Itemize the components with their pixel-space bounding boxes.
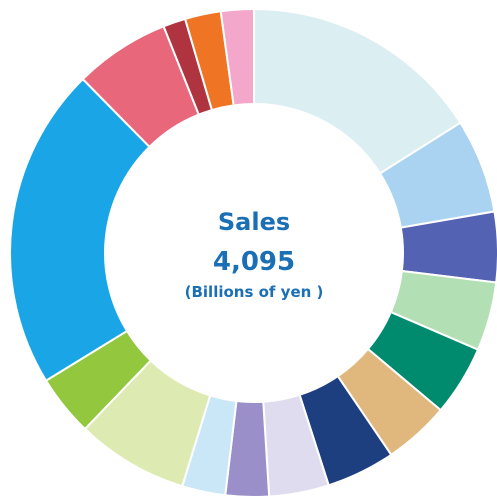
donut-slice-13 bbox=[9, 77, 151, 383]
center-title: Sales bbox=[218, 208, 290, 236]
chart-slices bbox=[9, 7, 497, 498]
donut-slice-17 bbox=[219, 7, 255, 107]
center-unit: (Billions of yen ) bbox=[185, 283, 324, 301]
center-value: 4,095 bbox=[213, 247, 295, 277]
